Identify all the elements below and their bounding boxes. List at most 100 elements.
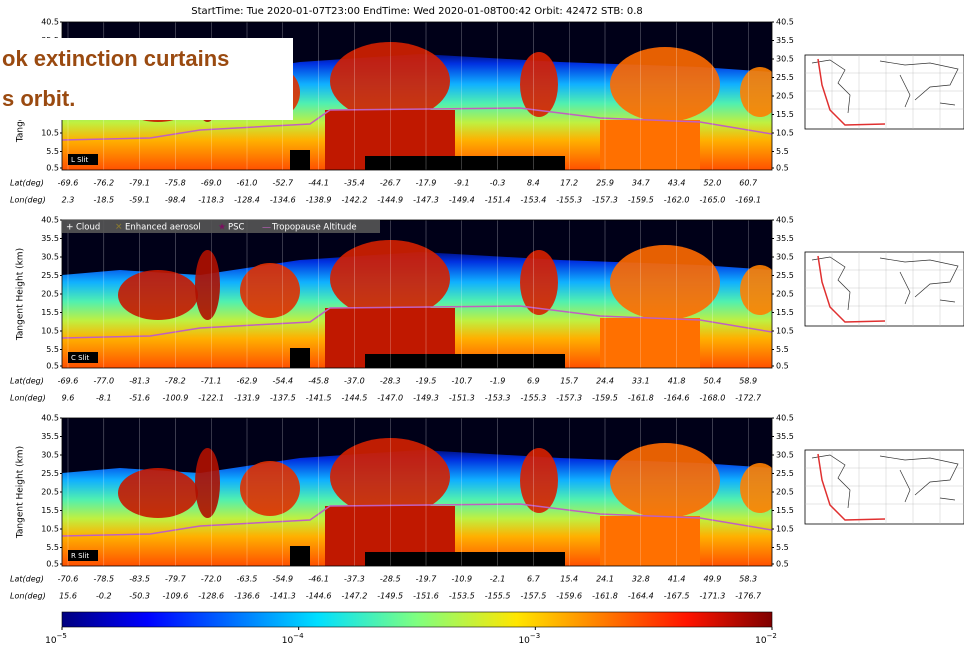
y2-tick-label: 40.5 — [776, 216, 794, 225]
overlay-text: s orbit. — [2, 86, 75, 111]
colorbar-tick-label: 10−2 — [755, 632, 777, 646]
y2-tick-label: 10.5 — [776, 525, 794, 534]
legend: +Cloud✕Enhanced aerosol★PSC—Tropopause A… — [62, 220, 380, 233]
lon-tick-label: -0.2 — [96, 592, 112, 601]
lon-tick-label: -141.5 — [306, 394, 332, 403]
cloud-region — [195, 448, 220, 518]
y-axis-label: Tangent Height (km) — [16, 248, 26, 341]
lon-tick-label: -155.5 — [485, 592, 511, 601]
y-tick-label: 10.5 — [41, 327, 59, 336]
lon-tick-label: -159.5 — [592, 394, 618, 403]
y2-tick-label: 25.5 — [776, 73, 794, 82]
y2-tick-label: 40.5 — [776, 18, 794, 27]
lon-tick-label: -161.8 — [592, 592, 618, 601]
y2-tick-label: 35.5 — [776, 36, 794, 45]
slit-label: L Slit — [71, 156, 88, 164]
lat-tick-label: -9.1 — [454, 179, 470, 188]
lat-tick-label: -78.2 — [165, 377, 186, 386]
lat-tick-label: -45.8 — [308, 377, 329, 386]
ground — [290, 348, 310, 368]
lat-tick-label: -75.8 — [165, 179, 186, 188]
lon-tick-label: -157.3 — [592, 196, 618, 205]
cloud-region — [195, 250, 220, 320]
lat-tick-label: 24.1 — [596, 575, 614, 584]
lat-tick-label: 32.8 — [632, 575, 650, 584]
lon-tick-label: -172.7 — [735, 394, 762, 403]
lon-label: Lon(deg) — [10, 394, 46, 403]
y2-tick-label: 15.5 — [776, 506, 794, 515]
lat-tick-label: 33.1 — [632, 377, 650, 386]
cloud-region — [740, 463, 780, 513]
lat-tick-label: -70.6 — [58, 575, 79, 584]
overlay-text: ok extinction curtains — [2, 46, 229, 71]
cloud-region — [240, 461, 300, 516]
lon-tick-label: -149.3 — [413, 394, 439, 403]
y-tick-label: 40.5 — [41, 18, 59, 27]
lon-tick-label: -8.1 — [96, 394, 112, 403]
lat-tick-label: -17.9 — [416, 179, 437, 188]
cloud-region — [520, 52, 558, 117]
lon-tick-label: -131.9 — [234, 394, 260, 403]
lat-tick-label: 49.9 — [703, 575, 721, 584]
lon-tick-label: -98.4 — [165, 196, 186, 205]
lon-tick-label: -144.5 — [342, 394, 368, 403]
lon-tick-label: -100.9 — [163, 394, 189, 403]
lat-tick-label: -37.0 — [344, 377, 365, 386]
y2-tick-label: 15.5 — [776, 110, 794, 119]
y-tick-label: 35.5 — [41, 432, 59, 441]
lon-tick-label: -147.0 — [377, 394, 403, 403]
lat-label: Lat(deg) — [10, 377, 44, 386]
cloud-region — [118, 468, 198, 518]
title: StartTime: Tue 2020-01-07T23:00 EndTime:… — [191, 6, 643, 17]
y-tick-label: 5.5 — [46, 345, 59, 354]
page: StartTime: Tue 2020-01-07T23:00 EndTime:… — [0, 0, 964, 649]
lat-tick-label: -69.0 — [201, 179, 222, 188]
lon-tick-label: -151.3 — [449, 394, 475, 403]
lat-tick-label: -83.5 — [129, 575, 150, 584]
lat-tick-label: -72.0 — [201, 575, 222, 584]
legend-label: Enhanced aerosol — [125, 223, 201, 233]
lon-tick-label: -137.5 — [270, 394, 296, 403]
lon-tick-label: -164.4 — [628, 592, 654, 601]
curtain-panel: C Slit0.50.55.55.510.510.515.515.520.520… — [10, 216, 794, 403]
y2-tick-label: 25.5 — [776, 271, 794, 280]
ground — [365, 354, 565, 368]
y2-tick-label: 15.5 — [776, 308, 794, 317]
tick-exponent: −4 — [293, 632, 304, 640]
lon-tick-label: -128.6 — [198, 592, 224, 601]
y-tick-label: 25.5 — [41, 469, 59, 478]
y2-tick-label: 40.5 — [776, 414, 794, 423]
lon-tick-label: -151.6 — [413, 592, 439, 601]
y-tick-label: 10.5 — [41, 525, 59, 534]
ground — [290, 546, 310, 566]
lat-tick-label: -61.0 — [237, 179, 258, 188]
y-tick-label: 40.5 — [41, 414, 59, 423]
lat-tick-label: 41.4 — [668, 575, 686, 584]
lon-tick-label: -136.6 — [234, 592, 260, 601]
lon-tick-label: -153.4 — [521, 196, 547, 205]
y2-tick-label: 0.5 — [776, 164, 789, 173]
lat-tick-label: -1.9 — [490, 377, 506, 386]
lat-tick-label: -81.3 — [129, 377, 150, 386]
slit-label: C Slit — [71, 354, 89, 362]
lat-tick-label: 58.3 — [739, 575, 757, 584]
lat-label: Lat(deg) — [10, 575, 44, 584]
lon-tick-label: -118.3 — [198, 196, 224, 205]
y2-tick-label: 0.5 — [776, 560, 789, 569]
lon-tick-label: -169.1 — [735, 196, 761, 205]
tick-base: 10 — [755, 636, 767, 646]
lat-tick-label: 6.7 — [527, 575, 541, 584]
lon-tick-label: 15.6 — [59, 592, 77, 601]
lon-tick-label: -157.3 — [556, 394, 582, 403]
lat-tick-label: 25.9 — [596, 179, 614, 188]
lat-tick-label: -35.4 — [344, 179, 365, 188]
lon-tick-label: -149.5 — [377, 592, 403, 601]
lat-tick-label: -52.7 — [272, 179, 294, 188]
colorbar-tick-label: 10−3 — [518, 632, 540, 646]
lat-tick-label: 8.4 — [527, 179, 540, 188]
lon-tick-label: -165.0 — [700, 196, 726, 205]
ground — [365, 156, 565, 170]
cloud-region — [240, 263, 300, 318]
legend-symbol: ✕ — [115, 223, 123, 233]
colorbar-tick-label: 10−5 — [45, 632, 67, 646]
